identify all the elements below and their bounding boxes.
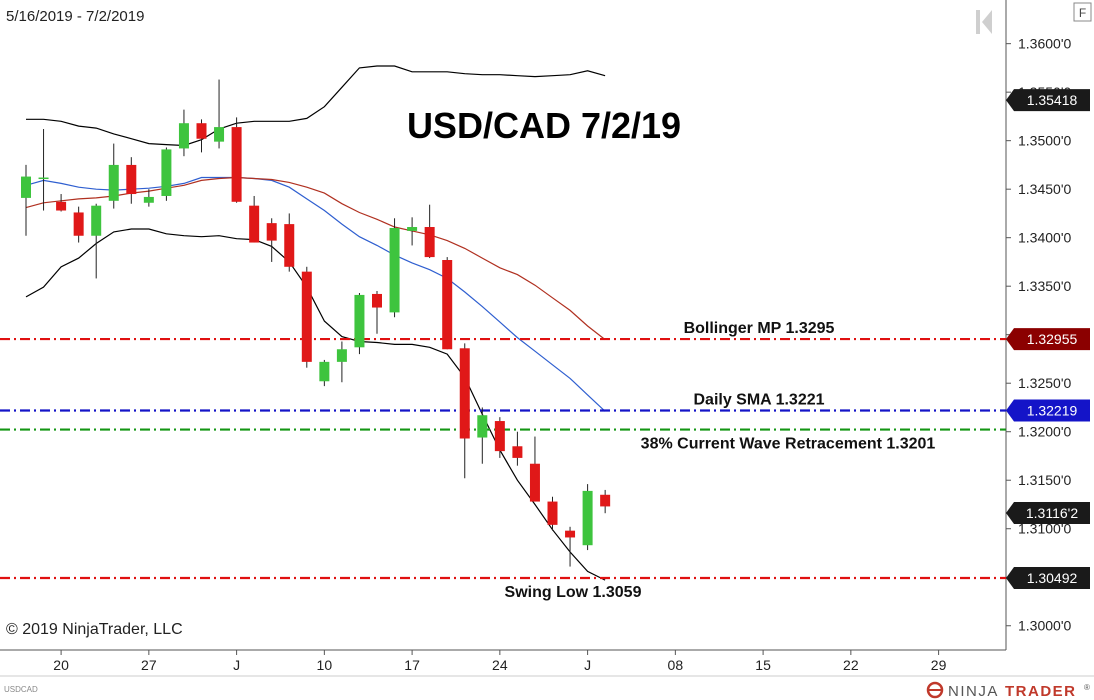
- y-tick-label: 1.3200'0: [1018, 424, 1071, 440]
- candle-body: [249, 205, 260, 243]
- price-tag-0: 1.35418: [1006, 89, 1090, 112]
- horizontal-levels: Bollinger MP 1.3295 Daily SMA 1.3221 38% C…: [0, 320, 1006, 601]
- level-tag-3-text: 1.30492: [1027, 570, 1078, 586]
- candle-body: [442, 260, 453, 350]
- chart-title: USD/CAD 7/2/19: [407, 105, 681, 146]
- level-label-0: Bollinger MP 1.3295: [684, 320, 835, 337]
- x-tick-label: 10: [317, 657, 333, 673]
- ninjatrader-logo-icon: [926, 681, 944, 699]
- level-tag-0: 1.32955: [1006, 328, 1090, 351]
- candle-body: [126, 164, 137, 195]
- level-tag-1: 1.32219: [1006, 399, 1090, 422]
- flag-button[interactable]: [1073, 2, 1092, 22]
- level-tag-1-shape: [1006, 399, 1090, 422]
- candle-body: [56, 201, 67, 211]
- candle-body: [494, 421, 505, 452]
- candle-body: [284, 224, 295, 267]
- x-tick-label: 17: [404, 657, 420, 673]
- x-tick-label: 22: [843, 657, 859, 673]
- y-tick-label: 1.3450'0: [1018, 181, 1071, 197]
- y-tick-label: 1.3500'0: [1018, 133, 1071, 149]
- x-tick-label: 15: [755, 657, 771, 673]
- candle-body: [565, 530, 576, 538]
- candlesticks: [21, 79, 611, 567]
- level-tag-3-shape: [1006, 567, 1090, 590]
- logo-ninja: NINJA: [948, 683, 999, 700]
- candle-body: [547, 501, 558, 525]
- candle-body: [108, 164, 119, 201]
- price-tag-0-shape: [1006, 89, 1090, 112]
- level-tag-3: 1.30492: [1006, 567, 1090, 590]
- candle-body: [143, 196, 154, 203]
- x-tick-label: J: [584, 657, 591, 673]
- y-tick-label: 1.3000'0: [1018, 618, 1071, 634]
- x-tick-label: 27: [141, 657, 157, 673]
- level-label-1: Daily SMA 1.3221: [693, 391, 824, 408]
- candle-body: [354, 294, 365, 348]
- candle-body: [266, 223, 277, 241]
- candle-body: [512, 446, 523, 458]
- price-tag-1-shape: [1006, 502, 1090, 525]
- candle-body: [582, 490, 593, 546]
- y-tick-label: 1.3250'0: [1018, 375, 1071, 391]
- candle-body: [73, 212, 84, 236]
- candle-body: [477, 415, 488, 438]
- date-range: 5/16/2019 - 7/2/2019: [6, 8, 144, 25]
- logo-trader: TRADER: [1005, 683, 1077, 700]
- y-tick-label: 1.3150'0: [1018, 472, 1071, 488]
- candle-body: [178, 123, 189, 149]
- candle-body: [319, 361, 330, 382]
- candle-body: [214, 127, 225, 142]
- price-tags: 1.32955 1.32219 1.30492 1.35418 1.3116'2: [1006, 89, 1090, 590]
- candle-body: [372, 293, 382, 308]
- copyright-text: © 2019 NinjaTrader, LLC: [6, 621, 183, 638]
- x-tick-label: J: [233, 657, 240, 673]
- scroll-to-start-icon[interactable]: [976, 10, 992, 34]
- candle-body: [91, 205, 102, 236]
- series-line-sma_blue: [25, 176, 606, 412]
- x-tick-label: 29: [931, 657, 947, 673]
- price-tag-0-text: 1.35418: [1027, 92, 1078, 108]
- price-tag-1: 1.3116'2: [1006, 502, 1090, 525]
- level-tag-1-text: 1.32219: [1027, 402, 1078, 418]
- candle-body: [161, 149, 172, 196]
- y-tick-label: 1.3400'0: [1018, 230, 1071, 246]
- candle-body: [424, 227, 435, 258]
- series-line-bb_lower: [25, 228, 606, 581]
- level-tag-0-text: 1.32955: [1027, 331, 1078, 347]
- series-line-bb_upper: [26, 65, 606, 147]
- logo-registered: ®: [1084, 683, 1090, 692]
- indicator-lines: [25, 65, 606, 581]
- candle-body: [529, 463, 540, 502]
- candle-body: [459, 348, 470, 439]
- y-tick-label: 1.3350'0: [1018, 278, 1071, 294]
- flag-label: F: [1079, 6, 1086, 20]
- candle-body: [196, 123, 207, 139]
- candle-body: [600, 494, 611, 507]
- instrument-label: USDCAD: [4, 685, 38, 694]
- ninjatrader-logo: NINJA TRADER ®: [926, 681, 1090, 700]
- level-tag-0-shape: [1006, 328, 1090, 351]
- candle-body: [389, 227, 400, 313]
- candle-body: [336, 349, 347, 362]
- x-tick-label: 24: [492, 657, 508, 673]
- price-tag-1-text: 1.3116'2: [1026, 505, 1078, 521]
- level-label-2: 38% Current Wave Retracement 1.3201: [641, 436, 936, 453]
- candle-body: [301, 271, 312, 362]
- candle-body: [21, 176, 31, 198]
- y-tick-label: 1.3600'0: [1018, 36, 1071, 52]
- x-tick-label: 08: [668, 657, 684, 673]
- level-label-3: Swing Low 1.3059: [505, 584, 642, 601]
- y-tick-label: 1.3100'0: [1018, 521, 1071, 537]
- candle-body: [407, 227, 418, 231]
- time-axis-labels: 20 27 J 10 17 24 J 08 15 22 29: [53, 650, 947, 673]
- candle-body: [38, 177, 49, 180]
- series-line-bb_mid: [25, 176, 606, 341]
- candle-body: [231, 127, 242, 202]
- x-tick-label: 20: [53, 657, 69, 673]
